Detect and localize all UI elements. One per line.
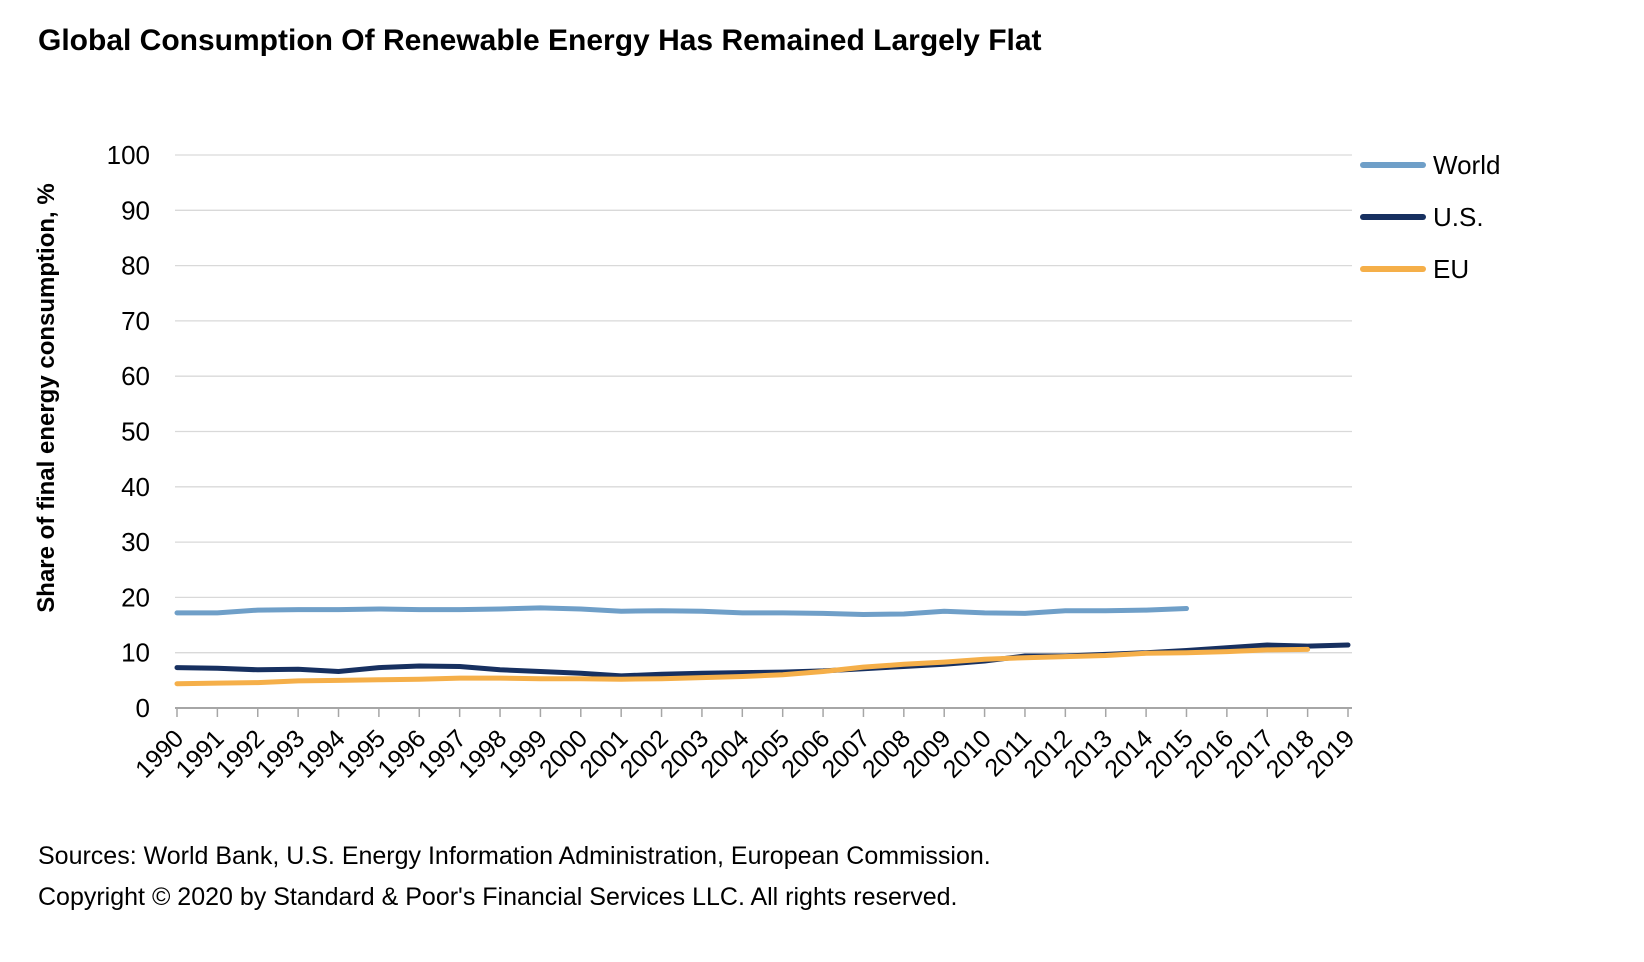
legend-item-us: U.S. <box>1360 201 1500 232</box>
y-tick-label: 0 <box>136 693 150 723</box>
x-axis-labels: 1990199119921993199419951996199719981999… <box>130 724 1360 783</box>
chart-line-us <box>174 642 1351 679</box>
y-tick-label: 30 <box>121 527 150 557</box>
legend-item-eu: EU <box>1360 253 1500 284</box>
y-tick-label: 20 <box>121 582 150 612</box>
legend-label-us: U.S. <box>1433 201 1484 232</box>
legend-label-world: World <box>1433 149 1501 180</box>
y-tick-label: 70 <box>121 306 150 336</box>
sources-text: Sources: World Bank, U.S. Energy Informa… <box>38 842 991 870</box>
y-tick-label: 40 <box>121 472 150 502</box>
footer: Sources: World Bank, U.S. Energy Informa… <box>38 836 991 918</box>
legend-line-eu <box>1360 266 1426 272</box>
y-tick-label: 90 <box>121 195 150 225</box>
x-axis <box>175 707 1352 717</box>
y-tick-label: 100 <box>107 140 150 170</box>
legend-line-world <box>1360 162 1426 168</box>
legend-line-us <box>1360 214 1426 220</box>
chart-line-eu <box>174 646 1311 687</box>
y-tick-label: 60 <box>121 361 150 391</box>
legend-item-world: World <box>1360 149 1501 180</box>
y-axis-labels: 0 10 20 30 40 50 60 70 80 90 100 <box>107 140 150 723</box>
gridlines <box>175 154 1352 654</box>
x-tick-label: 2019 <box>1301 724 1360 783</box>
y-tick-label: 80 <box>121 251 150 281</box>
y-tick-label: 10 <box>121 638 150 668</box>
copyright-text: Copyright © 2020 by Standard & Poor's Fi… <box>38 883 958 911</box>
chart-legend: World U.S. EU <box>1360 149 1501 308</box>
y-tick-label: 50 <box>121 417 150 447</box>
chart-line-world <box>174 605 1189 617</box>
legend-label-eu: EU <box>1433 253 1470 284</box>
chart-title: Global Consumption Of Renewable Energy H… <box>38 24 1042 57</box>
